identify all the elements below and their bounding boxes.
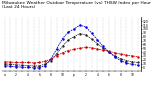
Text: Milwaukee Weather Outdoor Temperature (vs) THSW Index per Hour (Last 24 Hours): Milwaukee Weather Outdoor Temperature (v… bbox=[2, 1, 150, 9]
